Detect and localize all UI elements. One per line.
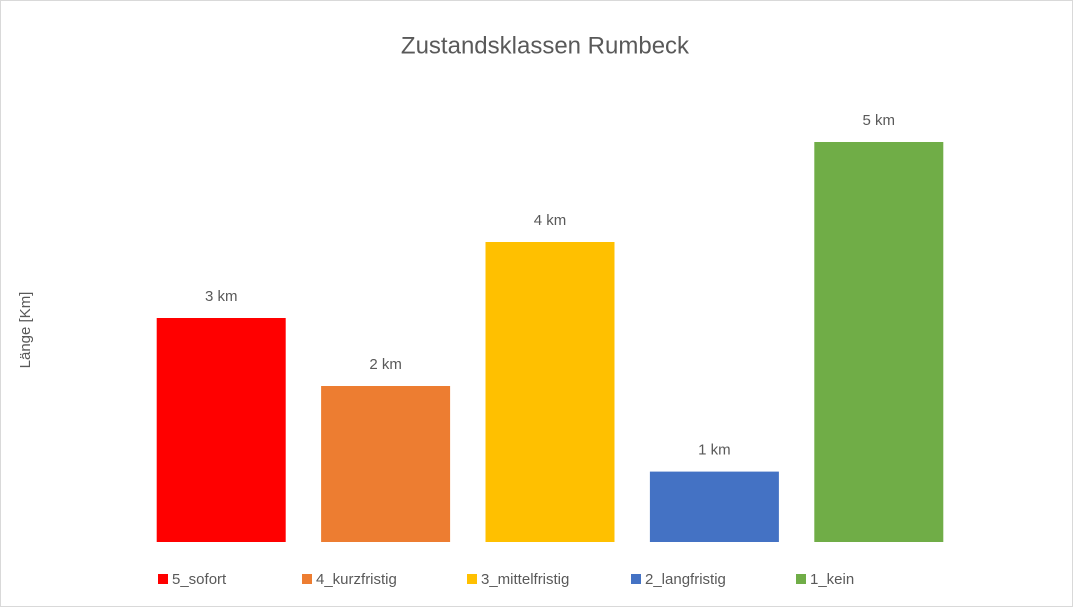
y-axis-label: Länge [Km] bbox=[17, 292, 34, 369]
legend-label: 1_kein bbox=[810, 571, 854, 588]
legend-swatch bbox=[467, 574, 477, 584]
legend-label: 5_sofort bbox=[172, 571, 227, 588]
legend-swatch bbox=[631, 574, 641, 584]
bar bbox=[321, 386, 451, 542]
data-label: 1 km bbox=[698, 442, 731, 459]
legend-label: 3_mittelfristig bbox=[481, 571, 569, 588]
legend-swatch bbox=[158, 574, 168, 584]
bar bbox=[649, 471, 779, 542]
legend-swatch bbox=[302, 574, 312, 584]
data-label: 2 km bbox=[369, 356, 402, 373]
bar bbox=[156, 318, 286, 542]
data-label: 4 km bbox=[534, 212, 567, 229]
legend-label: 2_langfristig bbox=[645, 571, 726, 588]
bar bbox=[814, 142, 944, 542]
legend-swatch bbox=[796, 574, 806, 584]
data-label: 3 km bbox=[205, 288, 238, 305]
legend-label: 4_kurzfristig bbox=[316, 571, 397, 588]
data-label: 5 km bbox=[863, 112, 896, 129]
bar bbox=[485, 242, 615, 542]
chart-title: Zustandsklassen Rumbeck bbox=[401, 32, 690, 59]
